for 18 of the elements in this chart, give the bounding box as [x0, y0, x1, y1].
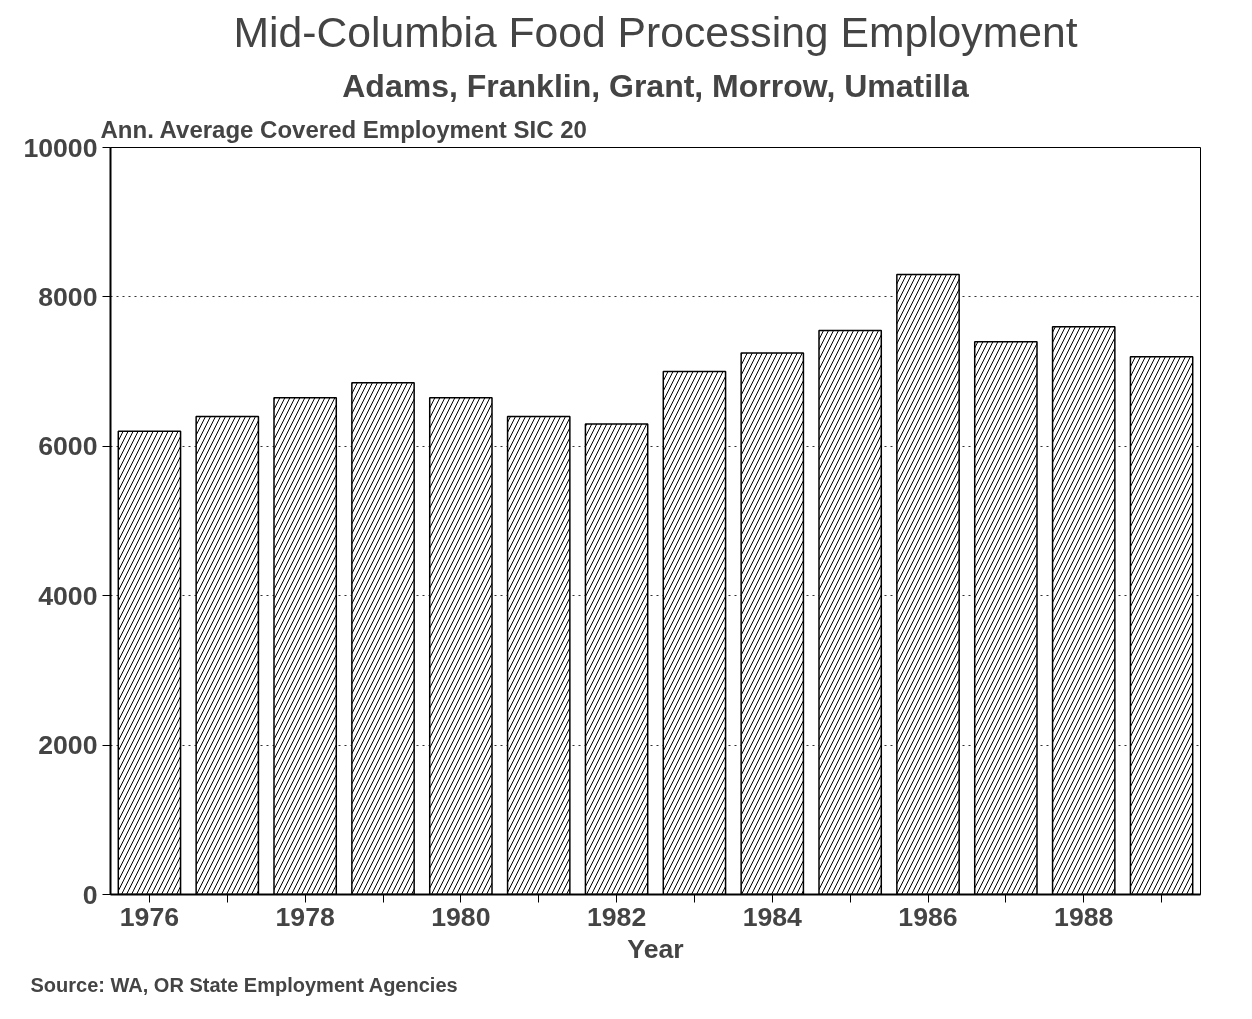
x-axis-title: Year — [627, 933, 684, 964]
x-tick-label: 1986 — [898, 901, 958, 932]
x-tick-label: 1984 — [742, 901, 803, 932]
x-tick-label: 1988 — [1054, 901, 1114, 932]
y-tick-label: 8000 — [38, 281, 98, 312]
source-note: Source: WA, OR State Employment Agencies — [30, 973, 458, 996]
y-tick-label: 0 — [82, 879, 98, 910]
x-tick-label: 1976 — [119, 901, 180, 932]
x-tick-label: 1982 — [586, 901, 647, 932]
y-tick-label: 6000 — [38, 431, 98, 462]
y-tick-label: 4000 — [38, 580, 98, 611]
x-tick-label: 1978 — [275, 901, 335, 932]
y-axis-title: Ann. Average Covered Employment SIC 20 — [100, 115, 587, 143]
y-tick-label: 10000 — [23, 132, 98, 163]
chart-subtitle: Adams, Franklin, Grant, Morrow, Umatilla — [342, 67, 969, 104]
chart-title: Mid-Columbia Food Processing Employment — [233, 7, 1078, 56]
x-tick-label: 1980 — [431, 901, 491, 932]
y-tick-label: 2000 — [38, 730, 98, 761]
